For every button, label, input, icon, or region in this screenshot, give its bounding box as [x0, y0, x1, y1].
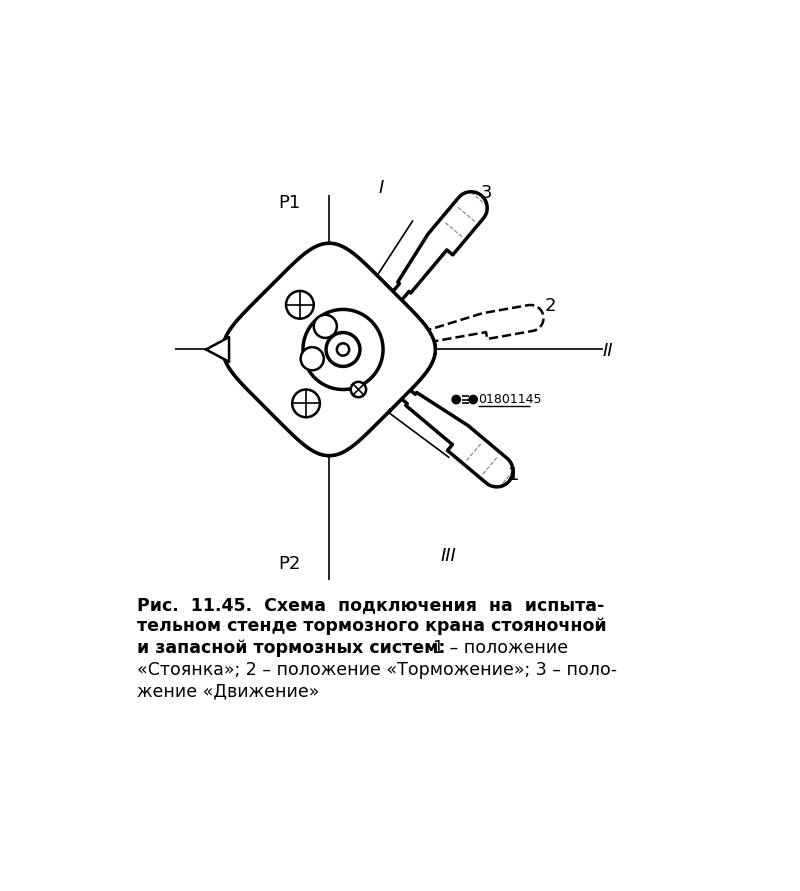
- Text: P2: P2: [278, 554, 300, 573]
- Text: и запасной тормозных систем:: и запасной тормозных систем:: [137, 639, 451, 657]
- Circle shape: [350, 382, 366, 397]
- Circle shape: [326, 332, 360, 366]
- Text: жение «Движение»: жение «Движение»: [137, 683, 319, 700]
- Polygon shape: [223, 243, 435, 455]
- Text: «Стоянка»; 2 – положение «Торможение»; 3 – поло-: «Стоянка»; 2 – положение «Торможение»; 3…: [137, 660, 617, 679]
- Circle shape: [337, 343, 349, 356]
- Text: II: II: [602, 342, 613, 360]
- Text: III: III: [441, 547, 456, 565]
- Text: 1 – положение: 1 – положение: [433, 639, 568, 657]
- Text: 2: 2: [544, 298, 556, 315]
- Polygon shape: [390, 192, 487, 303]
- Circle shape: [286, 291, 314, 319]
- Circle shape: [292, 389, 320, 417]
- Text: 01801145: 01801145: [478, 393, 542, 406]
- Text: P1: P1: [278, 194, 300, 212]
- Text: Рис.  11.45.  Схема  подключения  на  испыта-: Рис. 11.45. Схема подключения на испыта-: [137, 596, 604, 614]
- Polygon shape: [223, 243, 435, 455]
- Polygon shape: [395, 384, 513, 486]
- Circle shape: [314, 315, 337, 338]
- Circle shape: [470, 396, 477, 404]
- Text: 1: 1: [508, 466, 520, 484]
- Polygon shape: [206, 337, 229, 362]
- Text: 3: 3: [480, 184, 492, 201]
- Text: I: I: [379, 179, 384, 197]
- Polygon shape: [416, 305, 543, 343]
- Circle shape: [303, 309, 383, 389]
- Circle shape: [452, 396, 460, 404]
- Circle shape: [301, 347, 324, 371]
- Text: тельном стенде тормозного крана стояночной: тельном стенде тормозного крана стояночн…: [137, 617, 606, 635]
